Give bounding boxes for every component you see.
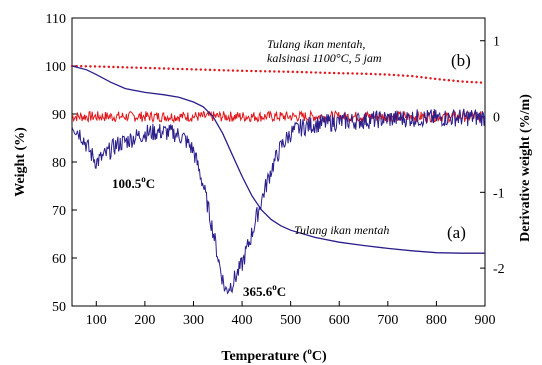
- y-right-tick-label: 0: [493, 111, 500, 126]
- x-tick-label: 500: [280, 313, 301, 328]
- y-left-tick-label: 60: [52, 252, 66, 267]
- peak-annotation-100: 100.5oC: [112, 174, 155, 191]
- x-tick-label: 200: [134, 313, 155, 328]
- x-tick-label: 100: [86, 313, 107, 328]
- y-left-tick-label: 90: [52, 108, 66, 123]
- x-tick-label: 400: [232, 313, 253, 328]
- series-line-weight-raw: [71, 65, 485, 254]
- x-tick-label: 600: [329, 313, 350, 328]
- series-tag-b: (b): [451, 51, 471, 70]
- y-left-axis-title: Weight (%): [13, 127, 28, 197]
- y-left-tick-label: 70: [52, 204, 66, 219]
- y-right-axis-title: Derivative weight (%/m): [518, 94, 533, 242]
- curve-label-calcined-line1: Tulang ikan mentah,: [267, 37, 365, 51]
- curve-label-calcined-line2: kalsinasi 1100°C, 5 jam: [267, 51, 382, 65]
- series-layer: [70, 64, 487, 295]
- y-right-tick-label: -1: [493, 186, 505, 201]
- y-left-tick-label: 110: [46, 12, 66, 27]
- y-right-tick-label: 1: [493, 35, 500, 50]
- x-tick-label: 300: [183, 313, 204, 328]
- y-left-tick-label: 80: [52, 156, 66, 171]
- series-tag-a: (a): [447, 223, 466, 242]
- x-tick-label: 900: [475, 313, 496, 328]
- x-tick-label: 800: [426, 313, 447, 328]
- plot-area: [71, 17, 486, 307]
- x-tick-label: 700: [377, 313, 398, 328]
- y-left-tick-label: 100: [45, 60, 66, 75]
- peak-annotation-365: 365.6oC: [243, 282, 286, 299]
- curve-label-raw: Tulang ikan mentah: [294, 223, 389, 237]
- y-right-tick-label: -2: [493, 262, 505, 277]
- x-axis-ticks: 100 200 300 400 500 600 700 800 900: [86, 301, 496, 328]
- y-left-axis-ticks: 50 60 70 80 90 100 110: [45, 12, 77, 315]
- series-line-weight-calcined: [70, 64, 487, 85]
- x-axis-title: Temperature (oC): [221, 346, 327, 364]
- y-left-tick-label: 50: [52, 300, 66, 315]
- series-line-derivative-raw: [71, 108, 486, 295]
